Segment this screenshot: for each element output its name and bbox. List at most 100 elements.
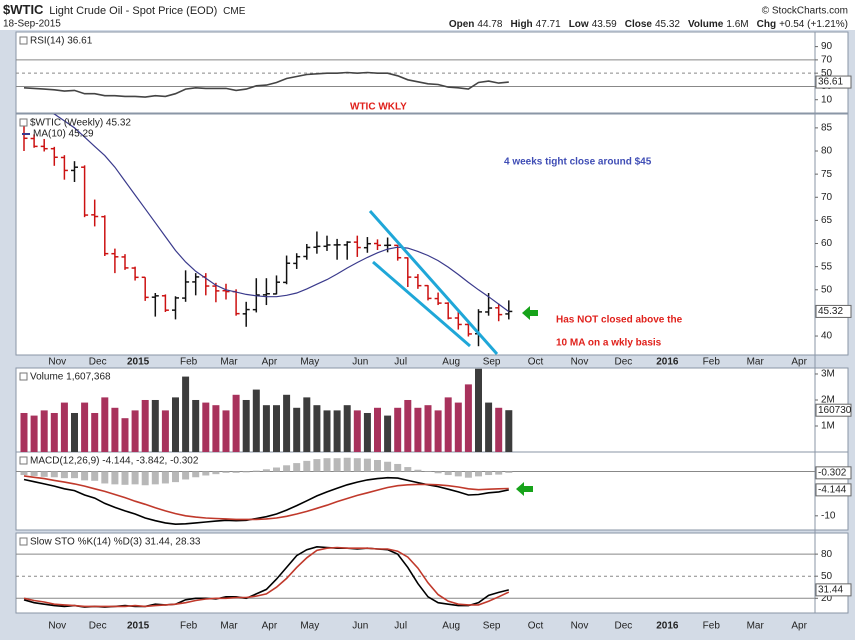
histogram-bar	[363, 458, 371, 472]
volume-bar	[212, 405, 220, 452]
x-tick-label: Dec	[615, 357, 633, 368]
volume-bar	[293, 407, 301, 452]
plot-area	[20, 114, 513, 347]
histogram-bar	[333, 458, 341, 472]
x-tick-label: Oct	[528, 357, 544, 368]
x-tick-label: Mar	[747, 621, 765, 632]
x-tick-label: Mar	[220, 621, 238, 632]
volume-bar	[404, 399, 412, 452]
chart-heading: $WTIC Light Crude Oil - Spot Price (EOD)…	[3, 2, 246, 17]
histogram-bar	[151, 471, 159, 485]
channel-line	[372, 260, 471, 348]
x-tick-label: Apr	[262, 621, 278, 632]
histogram-bar	[20, 471, 28, 476]
volume-bar	[30, 415, 38, 452]
histogram-bar	[222, 471, 230, 473]
x-tick-label: Nov	[571, 357, 589, 368]
x-tick-label: Feb	[180, 357, 198, 368]
histogram-bar	[414, 469, 422, 472]
histogram-bar	[343, 457, 351, 472]
x-tick-label: May	[300, 621, 319, 632]
histogram-bar	[182, 471, 190, 480]
x-tick-label: Apr	[791, 621, 807, 632]
histogram-bar	[172, 471, 179, 483]
histogram-bar	[374, 459, 381, 472]
series-line	[23, 71, 509, 98]
histogram-bar	[353, 458, 361, 472]
x-tick-label: 2015	[127, 621, 150, 632]
series-line	[23, 546, 510, 608]
y-tick-label: 90	[821, 41, 833, 52]
volume-bar	[485, 402, 493, 452]
header-background	[0, 0, 855, 30]
date: 18-Sep-2015	[3, 19, 61, 30]
quote-label: Low	[569, 19, 589, 30]
histogram-bar	[50, 471, 58, 478]
x-tick-label: Mar	[220, 357, 238, 368]
x-tick-label: Mar	[747, 357, 765, 368]
volume-bar	[60, 402, 68, 452]
value-badge	[815, 466, 852, 480]
volume-bar	[414, 407, 422, 452]
histogram-bar	[485, 471, 493, 476]
histogram-bar	[141, 471, 149, 486]
series-line	[52, 114, 510, 313]
x-tick-label: Dec	[89, 621, 107, 632]
legend-icon	[19, 537, 28, 546]
x-tick-label: Feb	[180, 621, 198, 632]
volume-bar	[313, 405, 321, 452]
x-tick-label: Jun	[352, 621, 368, 632]
value-badge	[815, 304, 852, 318]
y-tick-label: 2M	[821, 395, 835, 406]
y-tick-label: 60	[821, 238, 833, 249]
value-badge-label: 160730	[818, 405, 852, 416]
histogram-bar	[60, 471, 68, 479]
histogram-bar	[505, 471, 513, 473]
value-badge	[815, 75, 852, 89]
histogram-bar	[40, 471, 48, 477]
volume-bar	[333, 410, 341, 452]
x-tick-label: Jun	[352, 357, 368, 368]
histogram-bar	[202, 471, 210, 476]
macd-panel	[15, 451, 849, 531]
quote-line: Open 44.78 High 47.71 Low 43.59 Close 45.32 Volu…	[449, 19, 848, 30]
value-badge	[815, 403, 852, 417]
volume-bar	[303, 397, 311, 452]
volume-bar	[222, 410, 230, 452]
y-tick-label: 65	[821, 215, 833, 226]
y-tick-label: 10	[821, 94, 833, 105]
x-tick-label: Apr	[791, 357, 807, 368]
volume-bar	[475, 368, 482, 452]
annotations: WTIC WKLY 4 weeks tight close around $45…	[350, 102, 683, 496]
volume-bar	[444, 397, 452, 452]
volume-bar	[374, 407, 381, 452]
y-tick-label: 50	[821, 284, 833, 295]
quote-value: +0.54 (+1.21%)	[779, 19, 848, 30]
legend-icon	[19, 118, 28, 127]
rsi-panel	[15, 31, 849, 114]
histogram-bar	[81, 471, 89, 481]
volume-bar	[151, 399, 159, 452]
x-tick-label: Apr	[262, 357, 278, 368]
price-panel	[15, 113, 849, 356]
y-tick-label: 55	[821, 261, 833, 272]
volume-bar	[262, 405, 270, 452]
x-tick-label: Nov	[48, 621, 66, 632]
value-badge-label: 31.44	[818, 585, 843, 596]
volume-bar	[495, 407, 503, 452]
histogram-bar	[434, 471, 442, 474]
legend-icon	[19, 36, 28, 45]
volume-bar	[454, 402, 462, 452]
x-tick-label: Aug	[442, 621, 460, 632]
volume-bar	[50, 412, 58, 452]
plot-area	[16, 545, 815, 608]
volume-bar	[273, 405, 280, 452]
legend-entry: MA(10) 45.29	[33, 129, 94, 140]
volume-bar	[252, 389, 260, 452]
volume-bar	[182, 376, 190, 452]
volume-bar	[81, 402, 89, 452]
arrow	[522, 306, 538, 320]
y-tick-label: 20	[821, 593, 833, 604]
volume-bar	[242, 399, 250, 452]
